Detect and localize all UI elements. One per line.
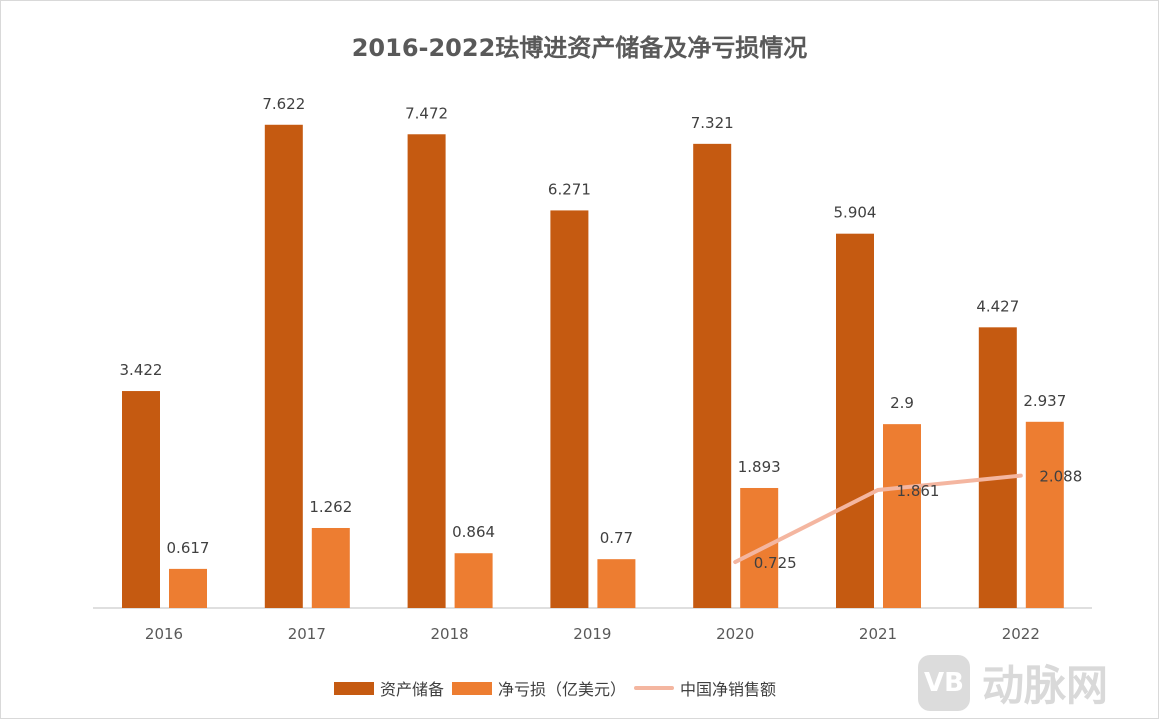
bar-loss (169, 568, 207, 608)
legend-item-loss: 净亏损（亿美元） (452, 676, 626, 700)
bar-reserve (978, 327, 1017, 608)
bar-reserve (264, 124, 303, 608)
data-label: 0.77 (600, 529, 633, 547)
bar-loss (597, 559, 636, 608)
x-tick-label: 2018 (431, 625, 469, 643)
bar-reserve (836, 233, 874, 608)
legend: 资产储备 净亏损（亿美元） 中国净销售额 (334, 676, 784, 700)
data-label: 4.427 (976, 297, 1019, 315)
data-label: 7.622 (262, 95, 305, 113)
watermark-text: 动脉网 (982, 661, 1109, 710)
chart-title: 2016-2022珐博进资产储备及净亏损情况 (351, 34, 808, 62)
legend-label: 资产储备 (380, 680, 445, 699)
data-label: 7.472 (405, 104, 448, 122)
bar-loss (1025, 421, 1064, 608)
legend-swatch (334, 681, 374, 695)
data-label: 0.864 (452, 523, 495, 541)
data-label: 1.262 (309, 498, 352, 516)
data-label: 2.937 (1023, 392, 1066, 410)
x-tick-label: 2017 (288, 625, 326, 643)
line-data-label: 1.861 (897, 482, 940, 500)
data-label: 0.617 (167, 539, 210, 557)
line-data-label: 2.088 (1039, 468, 1082, 486)
data-label: 1.893 (738, 458, 781, 476)
legend-label: 净亏损（亿美元） (498, 680, 627, 699)
bar-loss (311, 527, 350, 608)
line-china-sales (733, 473, 1023, 565)
bar-loss (883, 424, 921, 608)
x-tick-label: 2019 (573, 625, 611, 643)
bar-reserve (693, 143, 732, 608)
data-label: 3.422 (120, 361, 163, 379)
legend-item-china-sales: 中国净销售额 (634, 676, 776, 700)
legend-swatch (452, 681, 493, 695)
line-data-label: 0.725 (754, 554, 797, 572)
legend-item-reserve: 资产储备 (334, 676, 444, 700)
bar-reserve (407, 134, 446, 608)
x-tick-label: 2022 (1002, 625, 1040, 643)
data-label: 7.321 (691, 114, 734, 132)
bar-reserve (550, 210, 589, 609)
bar-reserve (122, 391, 160, 608)
data-label: 2.9 (890, 394, 914, 412)
legend-label: 中国净销售额 (680, 680, 777, 699)
data-label: 6.271 (548, 180, 591, 198)
x-tick-label: 2020 (716, 625, 754, 643)
legend-swatch (634, 686, 675, 690)
x-tick-label: 2021 (859, 625, 897, 643)
x-tick-label: 2016 (145, 625, 183, 643)
data-label: 5.904 (834, 204, 877, 222)
bar-loss (454, 553, 493, 608)
watermark-logo: VB (918, 654, 970, 711)
watermark: VB 动脉网 (918, 652, 1108, 713)
